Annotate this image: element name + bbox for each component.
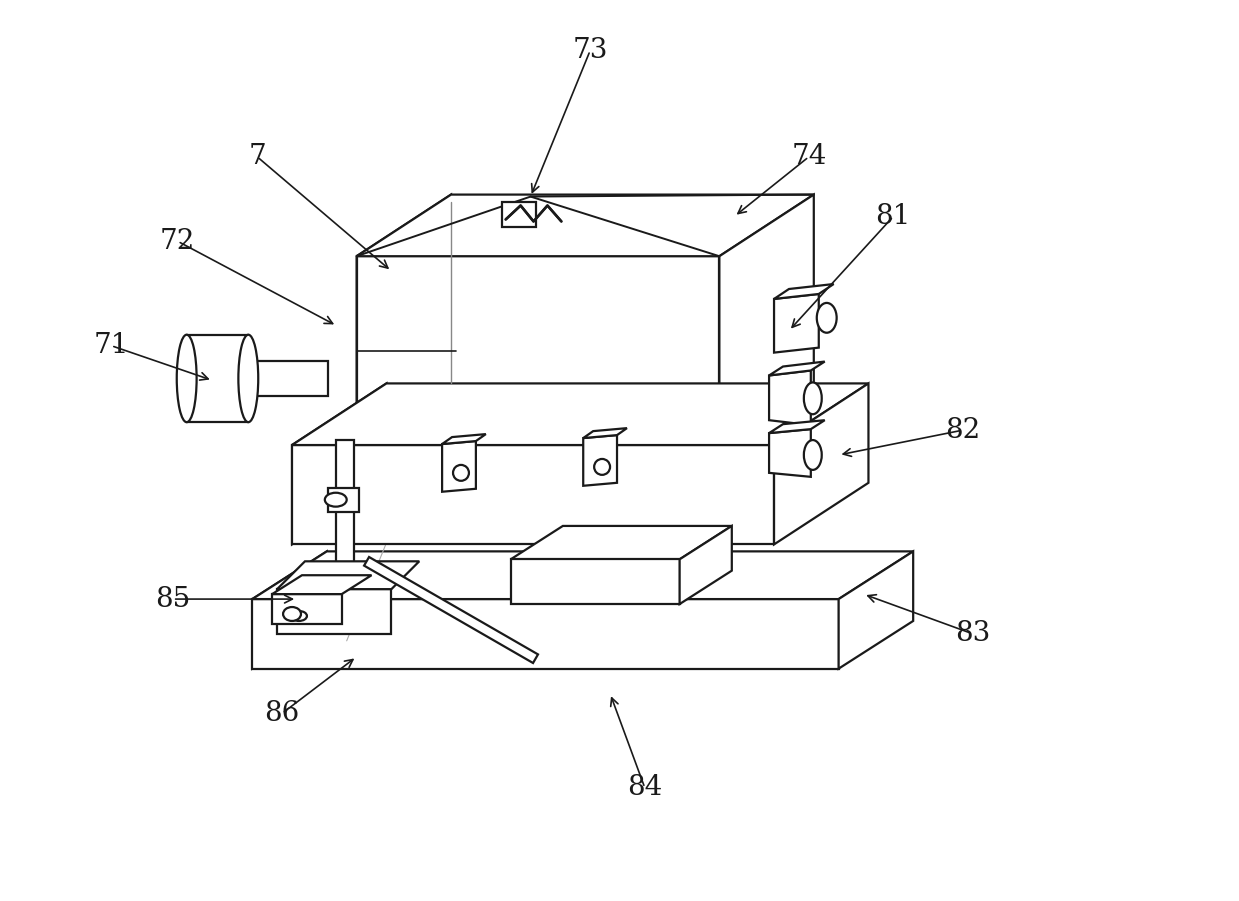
Polygon shape [774, 284, 834, 299]
Ellipse shape [595, 459, 610, 475]
Text: 72: 72 [160, 228, 196, 255]
Polygon shape [336, 440, 353, 564]
Polygon shape [442, 434, 486, 444]
Text: 81: 81 [876, 203, 911, 230]
Text: 83: 83 [955, 621, 990, 647]
Polygon shape [292, 384, 387, 544]
Text: 85: 85 [155, 586, 191, 613]
Polygon shape [584, 435, 617, 486]
Text: 82: 82 [945, 416, 980, 443]
Polygon shape [839, 551, 913, 669]
Polygon shape [292, 384, 869, 445]
Polygon shape [680, 526, 732, 604]
Polygon shape [510, 526, 732, 560]
Ellipse shape [177, 334, 197, 423]
Ellipse shape [804, 382, 821, 414]
Polygon shape [584, 428, 627, 438]
Polygon shape [357, 256, 720, 445]
Polygon shape [502, 202, 535, 227]
Polygon shape [442, 441, 476, 492]
Polygon shape [774, 294, 819, 352]
Ellipse shape [291, 611, 307, 621]
Polygon shape [253, 599, 839, 669]
Ellipse shape [817, 303, 836, 332]
Text: 84: 84 [627, 774, 663, 801]
Polygon shape [278, 589, 392, 634]
Polygon shape [292, 445, 774, 544]
Polygon shape [720, 195, 814, 445]
Ellipse shape [453, 465, 468, 481]
Text: 71: 71 [93, 332, 129, 359]
Polygon shape [510, 560, 680, 604]
Polygon shape [769, 370, 810, 425]
Polygon shape [273, 594, 342, 623]
Text: 73: 73 [572, 37, 608, 64]
Text: 86: 86 [264, 700, 300, 727]
Ellipse shape [325, 493, 347, 506]
Polygon shape [357, 195, 814, 256]
Ellipse shape [282, 607, 301, 621]
Polygon shape [187, 334, 248, 423]
Polygon shape [769, 361, 825, 376]
Polygon shape [774, 384, 869, 544]
Polygon shape [248, 360, 328, 396]
Text: 74: 74 [792, 143, 826, 170]
Polygon shape [253, 551, 327, 669]
Polygon shape [769, 429, 810, 477]
Polygon shape [769, 420, 825, 433]
Ellipse shape [804, 440, 821, 470]
Polygon shape [278, 561, 419, 589]
Ellipse shape [238, 334, 258, 423]
Polygon shape [357, 195, 451, 445]
Polygon shape [328, 487, 358, 512]
Polygon shape [253, 551, 913, 599]
Text: 7: 7 [248, 143, 266, 170]
Polygon shape [273, 575, 372, 594]
Polygon shape [364, 557, 538, 663]
